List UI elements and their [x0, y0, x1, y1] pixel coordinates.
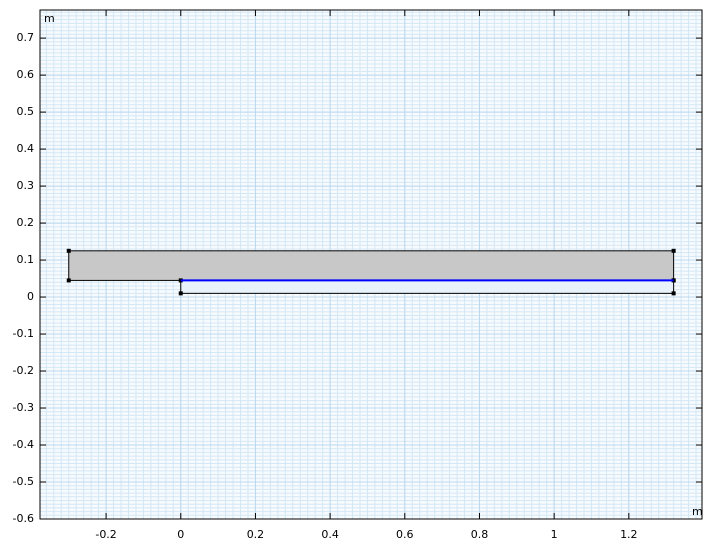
y-tick-label: -0.4	[13, 438, 34, 451]
x-tick-label: 0	[177, 528, 184, 541]
domain	[180, 279, 675, 294]
vertex	[178, 291, 183, 296]
y-tick-label: 0.5	[17, 105, 35, 118]
y-tick-label: 0.2	[17, 216, 35, 229]
x-tick-label: 0.4	[321, 528, 339, 541]
y-tick-label: 0.6	[17, 68, 35, 81]
y-tick-label: 0.4	[17, 142, 35, 155]
vertex	[66, 248, 71, 253]
y-tick-label: 0.7	[17, 31, 35, 44]
x-unit: m	[692, 505, 703, 518]
x-tick-label: 0.2	[247, 528, 265, 541]
domain	[68, 250, 675, 281]
vertex	[66, 278, 71, 283]
y-unit: m	[44, 12, 55, 25]
y-tick-label: 0.1	[17, 253, 35, 266]
x-tick-label: 0.6	[396, 528, 414, 541]
ticks: -0.2 0 0.2 0.4 0.6 0.8 1 1.2 -0.6 -0.5 -0.4 -0.3 -0.…	[13, 10, 702, 541]
geometry	[66, 248, 676, 296]
grid	[40, 10, 702, 520]
y-tick-label: -0.2	[13, 364, 34, 377]
y-tick-label: -0.5	[13, 475, 34, 488]
y-tick-label: -0.6	[13, 512, 34, 525]
y-tick-label: 0.3	[17, 179, 35, 192]
x-tick-label: 1.2	[620, 528, 638, 541]
y-tick-label: -0.3	[13, 401, 34, 414]
vertex	[671, 291, 676, 296]
axes-frame	[39, 9, 703, 520]
x-tick-label: 1	[551, 528, 558, 541]
y-tick-label: -0.1	[13, 327, 34, 340]
vertex	[671, 248, 676, 253]
x-tick-label: 0.8	[471, 528, 489, 541]
y-tick-label: 0	[27, 290, 34, 303]
x-tick-label: -0.2	[95, 528, 116, 541]
